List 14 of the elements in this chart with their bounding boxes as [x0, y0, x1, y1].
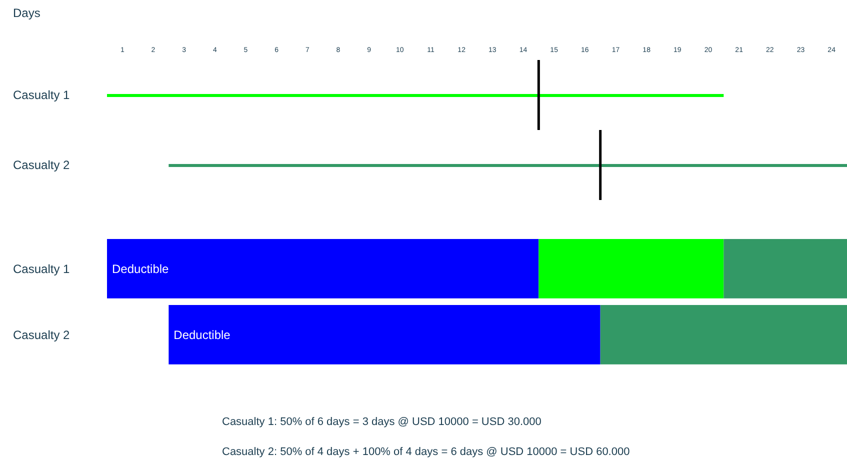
text: Casualty 1: 50% of 6 days = 3 days @ USD 10000 = USD 30.000 — [222, 416, 542, 428]
x-axis-title: Days — [13, 6, 40, 20]
bar — [107, 239, 539, 298]
bar — [168, 305, 600, 364]
y-tick-label: Casualty 1 — [13, 88, 70, 102]
y-tick-label: Casualty 2 — [13, 158, 70, 172]
y-tick-label: Casualty 2 — [13, 328, 70, 342]
text: Casualty 2: 50% of 4 days + 100% of 4 days = 6 days @ USD 10000 = USD 60.000 — [222, 446, 631, 458]
data-label: Deductible — [174, 328, 231, 342]
y-tick-label: Casualty 1 — [13, 262, 70, 276]
bar — [724, 239, 847, 298]
bar — [600, 305, 847, 364]
data-label: Deductible — [112, 262, 170, 276]
bar — [538, 239, 724, 298]
